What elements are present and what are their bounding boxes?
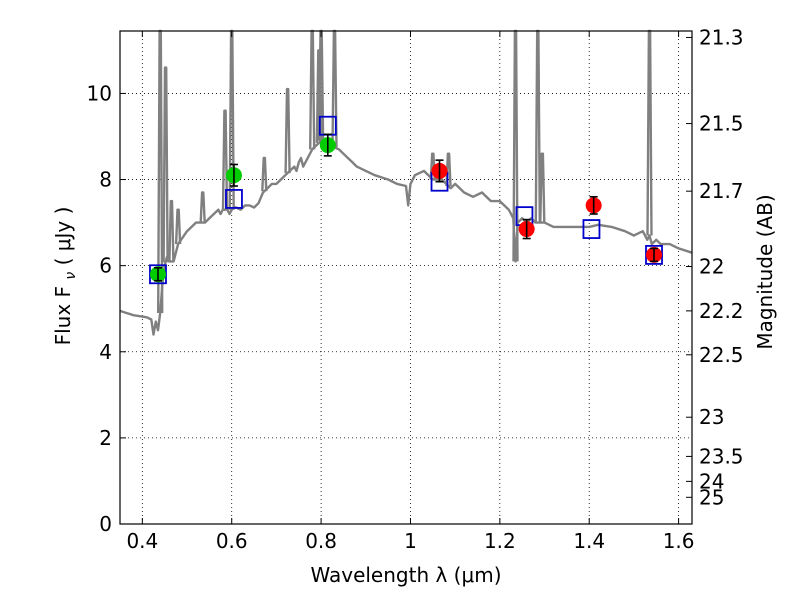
emission-line-spike <box>168 199 175 262</box>
emission-line-spike <box>174 208 182 245</box>
y-tick-label: 0 <box>99 512 112 536</box>
plot-frame <box>119 30 693 525</box>
y-axis-label-main: Flux F <box>51 286 75 345</box>
y2-tick-label: 23 <box>699 405 724 429</box>
x-tick-label: 0.8 <box>305 529 337 553</box>
y-tick-label: 6 <box>99 254 112 278</box>
x-tick-label: 0.6 <box>216 529 248 553</box>
model-spectrum-line <box>119 137 693 336</box>
emission-line-spike <box>284 87 291 174</box>
y2-tick-label: 23.5 <box>699 444 744 468</box>
emission-line-spike <box>534 29 541 223</box>
model-photometry-point <box>225 189 243 209</box>
y2-tick-label: 22.2 <box>699 299 744 323</box>
y-tick-label: 8 <box>99 168 112 192</box>
emission-line-spike <box>315 49 323 143</box>
data-markers <box>149 115 663 285</box>
x-tick-label: 1.4 <box>573 529 605 553</box>
x-tick-label: 1.6 <box>663 529 695 553</box>
y2-tick-label: 21.7 <box>699 179 744 203</box>
y-axis-label-unit: ( μJy ) <box>51 207 75 266</box>
model-spectrum <box>119 29 693 336</box>
x-tick-label: 0.4 <box>126 529 158 553</box>
x-axis-label: Wavelength λ (μm) <box>310 563 501 587</box>
y-axis-label-sub: ν <box>63 272 79 280</box>
y2-axis-label: Magnitude (AB) <box>753 194 777 349</box>
y2-tick-label: 22.5 <box>699 343 744 367</box>
y2-tick-label: 22 <box>699 255 724 279</box>
x-tick-label: 1.2 <box>484 529 516 553</box>
emission-line-spike <box>646 29 653 236</box>
y2-tick-label: 24 <box>699 469 724 493</box>
y2-tick-label: 21.5 <box>699 112 744 136</box>
emission-line-spike <box>221 109 229 210</box>
emission-line-spike <box>261 156 268 192</box>
y2-tick-label: 25 <box>699 485 724 509</box>
y-tick-label: 10 <box>87 81 112 105</box>
emission-line-spike <box>309 29 316 150</box>
y-axis-label: Flux F ν ( μJy ) <box>51 207 80 346</box>
emission-line-spike <box>162 66 169 263</box>
axis-ticks: 0.4 0.6 0.8 1 1.2 1.4 1.6024681021.321.521.722… <box>87 25 744 553</box>
y2-tick-label: 21.3 <box>699 25 744 49</box>
y-tick-label: 2 <box>99 426 112 450</box>
y-tick-label: 4 <box>99 340 112 364</box>
emission-line-spike <box>199 191 206 223</box>
emission-line-spike <box>512 29 519 262</box>
x-tick-label: 1 <box>404 529 417 553</box>
model-photometry-point <box>582 219 601 239</box>
emission-line-spike <box>539 152 546 223</box>
grid <box>120 31 692 525</box>
